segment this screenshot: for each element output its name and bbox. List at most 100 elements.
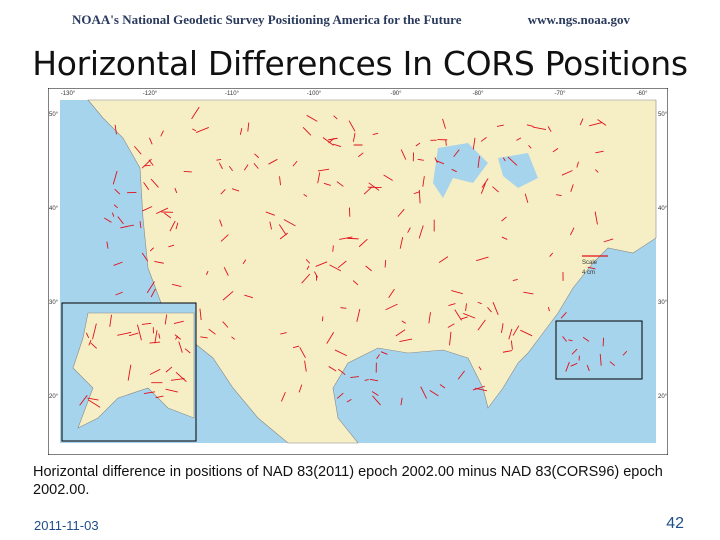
arrow (323, 182, 331, 186)
arrow (579, 118, 584, 126)
scale-length: 4 cm (582, 270, 595, 276)
arrow (603, 238, 614, 243)
arrow (114, 188, 121, 195)
arrow (92, 323, 97, 340)
arrow (448, 303, 456, 307)
arrow (139, 221, 142, 229)
arrow (244, 294, 254, 299)
arrow (371, 391, 379, 396)
arrow (595, 150, 604, 154)
latitude-label: 40° (658, 206, 668, 212)
arrow (372, 132, 379, 135)
arrow (594, 169, 599, 173)
arrow (168, 244, 175, 248)
arrow (137, 324, 142, 341)
arrow (570, 362, 578, 367)
arrow (576, 161, 579, 168)
arrow (523, 291, 534, 295)
slide-title: Horizontal Differences In CORS Positions (32, 44, 688, 83)
arrow (552, 148, 559, 153)
arrow (218, 162, 223, 170)
land (87, 99, 657, 444)
arrow (216, 158, 222, 161)
arrow (155, 395, 164, 399)
arrow (178, 341, 183, 353)
arrow (447, 323, 455, 328)
arrow (317, 168, 330, 172)
arrow (526, 124, 534, 127)
arrow (397, 208, 405, 217)
arrow (292, 160, 298, 167)
arrow (496, 124, 504, 127)
alaska-land (72, 312, 195, 429)
arrow (247, 122, 250, 132)
arrow (306, 265, 310, 270)
arrow (415, 142, 421, 147)
arrow (199, 308, 202, 321)
arrow (337, 368, 346, 375)
hawaii-inset (555, 320, 643, 380)
arrow (128, 332, 139, 337)
arrow (520, 329, 533, 337)
arrow (460, 316, 468, 320)
arrow (146, 281, 155, 294)
arrow (588, 122, 603, 127)
arrow (333, 143, 342, 147)
arrow (133, 145, 142, 155)
arrow (372, 395, 381, 406)
latitude-label: 50° (49, 112, 59, 118)
arrow (143, 391, 156, 395)
arrow (582, 336, 590, 342)
arrow (586, 364, 590, 372)
arrow (492, 302, 499, 316)
arrow (413, 191, 420, 195)
arrow (547, 306, 550, 312)
latitude-label: 30° (658, 300, 668, 306)
arrow (219, 219, 223, 227)
arrow (242, 259, 247, 265)
arrow (220, 234, 229, 242)
arrow (352, 133, 356, 142)
arrow (472, 137, 476, 150)
arrow (220, 189, 226, 195)
arrow (301, 273, 311, 284)
arrow (352, 280, 359, 286)
arrow (175, 222, 179, 230)
arrow (90, 342, 98, 349)
arrow (400, 397, 403, 406)
arrow (322, 137, 334, 146)
arrow (420, 386, 428, 399)
map: Scale 4 cm -130° -120° -110° -100° -90° -80° -… (48, 88, 668, 455)
arrow (594, 211, 598, 225)
arrow (454, 309, 462, 321)
arrow (333, 115, 338, 120)
arrow (208, 328, 216, 335)
arrow (492, 186, 499, 193)
arrow (364, 379, 369, 381)
arrow (501, 323, 504, 334)
arrow (346, 399, 352, 403)
arrow (170, 378, 185, 381)
arrow (165, 388, 178, 393)
arrow (384, 259, 387, 268)
longitude-label: -80° (472, 91, 484, 97)
arrow (114, 124, 117, 135)
arrow (528, 144, 532, 149)
arrow (358, 238, 368, 248)
longitude-label: -90° (390, 91, 402, 97)
arrow (150, 178, 159, 188)
arrow (158, 333, 161, 339)
arrow (279, 176, 281, 186)
arrow (141, 322, 152, 325)
latitude-label: 50° (658, 112, 668, 118)
arrow (477, 301, 482, 305)
arrow (160, 130, 164, 137)
arrow (438, 256, 449, 264)
arrow (117, 331, 132, 336)
arrow (337, 260, 347, 269)
arrow (401, 320, 406, 324)
arrow (451, 290, 463, 295)
arrow (570, 184, 574, 192)
arrow (253, 162, 259, 169)
